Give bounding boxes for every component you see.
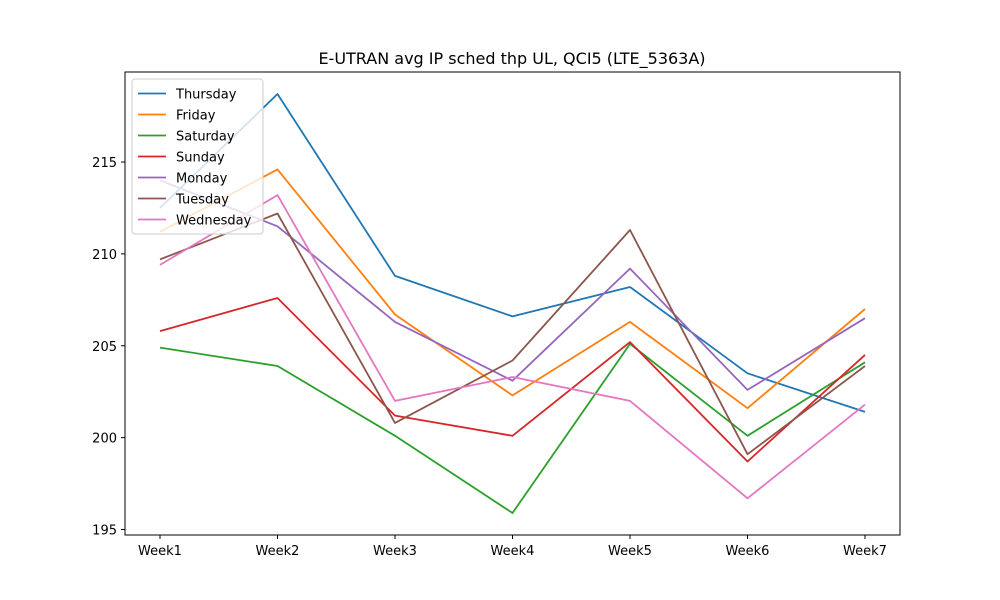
legend-item-sunday: Sunday — [138, 151, 225, 166]
x-tick-label: Week1 — [138, 544, 182, 559]
legend-item-wednesday: Wednesday — [138, 214, 252, 229]
legend-box — [131, 78, 264, 235]
legend-label: Tuesday — [175, 193, 229, 208]
x-tick-label: Week5 — [608, 544, 652, 559]
legend-label: Friday — [176, 109, 216, 124]
y-tick-label: 215 — [92, 156, 117, 171]
x-axis: Week1 Week2 Week3 Week4 Week5 Week6 Week7 — [138, 535, 887, 559]
series-layer — [159, 93, 866, 514]
series-line-wednesday — [159, 194, 866, 500]
y-tick-label: 205 — [92, 340, 117, 355]
series-line-tuesday — [159, 212, 866, 456]
y-tick-label: 195 — [92, 523, 117, 538]
legend-label: Saturday — [176, 130, 235, 145]
legend-item-monday: Monday — [138, 172, 228, 187]
x-tick-label: Week2 — [256, 544, 300, 559]
legend-item-tuesday: Tuesday — [138, 193, 229, 208]
x-tick-label: Week4 — [491, 544, 535, 559]
series-line-monday — [159, 179, 866, 391]
y-axis: 195 200 205 210 215 — [92, 156, 125, 538]
y-tick-label: 200 — [92, 432, 117, 447]
legend-item-friday: Friday — [138, 109, 216, 124]
x-tick-label: Week3 — [373, 544, 417, 559]
series-line-friday — [159, 168, 866, 410]
legend-item-thursday: Thursday — [138, 88, 237, 103]
legend-label: Monday — [176, 172, 228, 187]
legend-label: Thursday — [175, 88, 237, 103]
y-tick-label: 210 — [92, 248, 117, 263]
legend: Thursday Friday Saturday Sunday Monday Tuesda… — [131, 78, 264, 235]
legend-label: Sunday — [176, 151, 225, 166]
series-line-saturday — [159, 342, 866, 514]
legend-label: Wednesday — [176, 214, 252, 229]
x-tick-label: Week6 — [726, 544, 770, 559]
x-tick-label: Week7 — [843, 544, 887, 559]
legend-item-saturday: Saturday — [138, 130, 235, 145]
series-line-sunday — [159, 297, 866, 463]
series-line-thursday — [159, 93, 866, 413]
chart-title: E-UTRAN avg IP sched thp UL, QCI5 (LTE_5… — [318, 49, 705, 69]
